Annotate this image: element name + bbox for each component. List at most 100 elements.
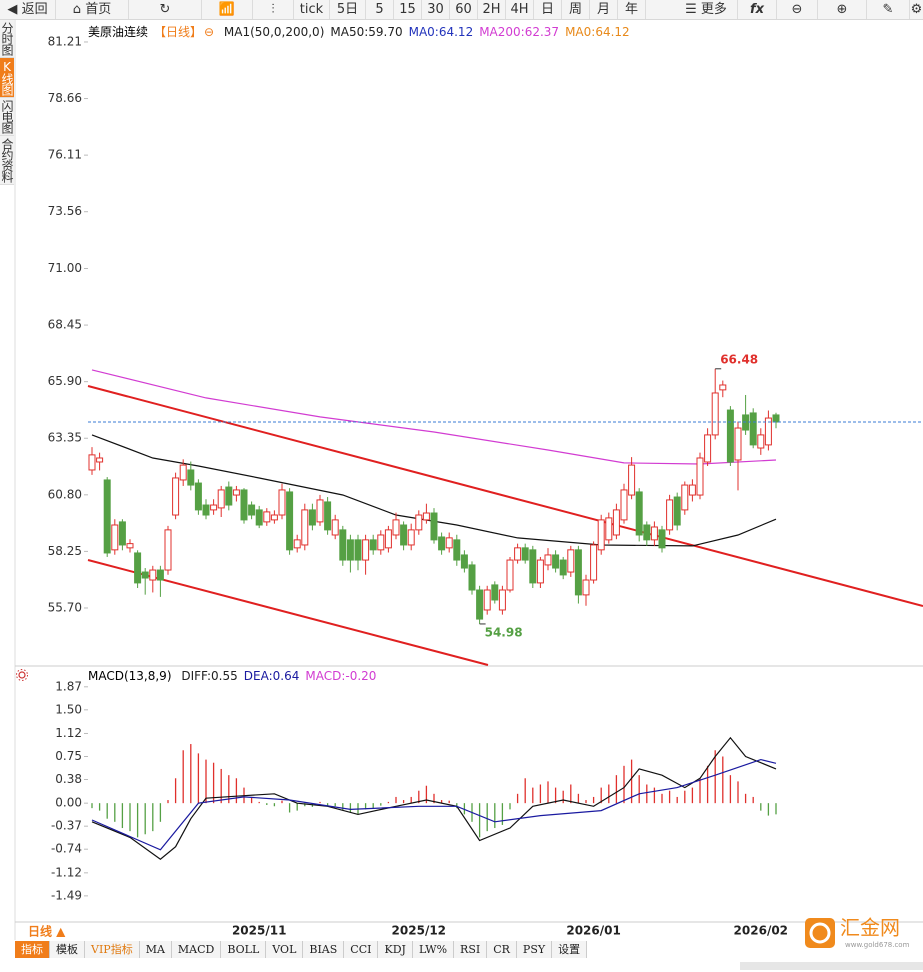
refresh-button[interactable]: ↻ <box>129 0 202 19</box>
indicator-tab[interactable]: CR <box>487 941 517 958</box>
toolbar: ◀ 返回 ⌂ 首页 ↻ 📶 ⫶ ☰ 更多 fx ⊖ ⊕ ✎ ⚙ tick 5日 5 1… <box>0 0 923 20</box>
period-button[interactable]: tick <box>294 0 330 19</box>
candle-body <box>666 499 674 531</box>
sidebar: 分时图 K线图 闪电图 合约资料 <box>0 20 14 185</box>
candle-body <box>240 489 248 521</box>
candle-body <box>681 484 689 511</box>
period-button[interactable]: 5 <box>366 0 394 19</box>
draw-button[interactable]: ✎ <box>867 0 910 19</box>
candle-body <box>88 454 96 471</box>
indicator-tab[interactable]: VIP指标 <box>85 941 140 958</box>
candle-body <box>308 509 316 526</box>
candle-body <box>400 524 408 546</box>
indicator-tab[interactable]: VOL <box>266 941 304 958</box>
period-button[interactable]: 15 <box>394 0 422 19</box>
zoom-in-button[interactable]: ⊕ <box>818 0 867 19</box>
y-tick-label: 60.80 <box>48 487 82 501</box>
indicator-tabs: 指标 模板 VIP指标 MA MACD BOLL VOL BIAS CCI KDJ LW% RSI CR… <box>15 941 588 958</box>
y-tick-label: 55.70 <box>48 600 82 614</box>
candle-body <box>468 564 476 591</box>
period-button[interactable]: 2H <box>478 0 506 19</box>
indicator-tab[interactable]: MA <box>139 941 172 958</box>
zoom-out-button[interactable]: ⊖ <box>777 0 818 19</box>
candle-body <box>210 504 218 511</box>
candle-body <box>194 482 202 511</box>
candle-body <box>103 479 111 554</box>
toggle-icon[interactable]: ⊖ <box>204 25 215 39</box>
candle-body <box>126 543 134 549</box>
period-button[interactable]: 周 <box>562 0 590 19</box>
logo-name: 汇金网 <box>840 916 900 940</box>
chart-type-button[interactable]: 📶 <box>202 0 253 19</box>
candle-body <box>749 412 757 446</box>
indicator-tab[interactable]: 设置 <box>552 941 588 958</box>
y-tick-label: 71.00 <box>48 261 82 275</box>
side-tab[interactable]: K线图 <box>0 58 14 98</box>
candle-body <box>407 529 415 546</box>
candle-body <box>225 486 233 506</box>
candle-type-button[interactable]: ⫶ <box>253 0 294 19</box>
candle-body <box>544 554 552 566</box>
period-button[interactable]: 月 <box>590 0 618 19</box>
indicator-tab[interactable]: MACD <box>171 941 222 958</box>
logo-url: www.gold678.com <box>845 941 910 949</box>
candle-body <box>255 509 263 526</box>
period-label[interactable]: 日线 ▲ <box>28 924 66 939</box>
candle-body <box>574 549 582 596</box>
legend-entry: MA200:62.37 <box>479 25 560 39</box>
candle-body <box>187 469 195 486</box>
candle-body <box>415 514 423 531</box>
period-button[interactable]: 日 <box>534 0 562 19</box>
legend-entry: DIFF:0.55 <box>181 669 238 683</box>
period-button[interactable]: 5日 <box>330 0 366 19</box>
y-tick-label: 68.45 <box>48 318 82 332</box>
indicator-tab[interactable]: BIAS <box>303 941 345 958</box>
indicator-tab[interactable]: BOLL <box>221 941 267 958</box>
indicator-tab[interactable]: LW% <box>412 941 455 958</box>
period-button[interactable]: 年 <box>618 0 646 19</box>
side-tab[interactable]: 合约资料 <box>0 136 14 185</box>
candle-body <box>704 434 712 463</box>
y-tick-label: 0.75 <box>55 749 82 763</box>
indicator-line <box>91 369 777 465</box>
more-label: 更多 <box>700 2 727 17</box>
formula-button[interactable]: fx <box>738 0 777 19</box>
candle-body <box>453 539 461 561</box>
legend-entry: MA0:64.12 <box>408 25 474 39</box>
side-tab[interactable]: 闪电图 <box>0 98 14 136</box>
price-legend: 美原油连续 【日线】 ⊖ MA1(50,0,200,0) MA50:59.70 MA0:… <box>88 23 636 40</box>
candle-body <box>764 417 772 446</box>
home-button[interactable]: ⌂ 首页 <box>56 0 129 19</box>
macd-title: MACD(13,8,9) <box>88 669 172 683</box>
candle-body <box>772 414 780 423</box>
more-button[interactable]: ☰ 更多 <box>675 0 738 19</box>
settings-button[interactable]: ⚙ <box>910 2 923 17</box>
indicator-tab[interactable]: PSY <box>516 941 553 958</box>
candle-body <box>111 524 119 551</box>
instrument-title: 美原油连续 <box>88 25 149 39</box>
candle-body <box>263 511 271 523</box>
candle-body <box>324 501 332 531</box>
y-tick-label: 76.11 <box>48 148 82 162</box>
y-tick-label: 0.00 <box>55 796 82 810</box>
indicator-tab[interactable]: 模板 <box>50 941 85 958</box>
back-button[interactable]: ◀ 返回 <box>0 0 56 19</box>
legend-entry: MA1(50,0,200,0) <box>223 25 325 39</box>
candle-body <box>711 392 719 436</box>
candle-body <box>384 529 392 549</box>
side-tab[interactable]: 分时图 <box>0 20 14 58</box>
indicator-tab[interactable]: KDJ <box>378 941 413 958</box>
indicator-tab[interactable]: CCI <box>344 941 379 958</box>
y-tick-label: 0.38 <box>55 772 82 786</box>
candle-body <box>149 569 157 581</box>
trend-line <box>87 385 923 607</box>
indicator-tab[interactable]: 指标 <box>15 941 50 958</box>
period-button[interactable]: 30 <box>422 0 450 19</box>
y-tick-label: 1.12 <box>55 726 82 740</box>
scrollbar[interactable] <box>740 962 923 970</box>
sun-icon <box>16 669 28 681</box>
period-button[interactable]: 60 <box>450 0 478 19</box>
indicator-tab[interactable]: RSI <box>454 941 488 958</box>
period-button[interactable]: 4H <box>506 0 534 19</box>
